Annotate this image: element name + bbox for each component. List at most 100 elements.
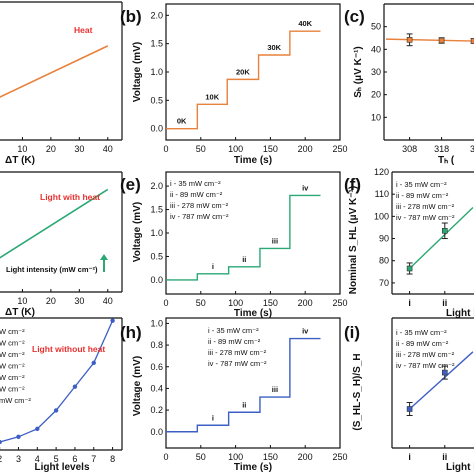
panel-g-point — [72, 384, 78, 389]
panel-d-xtick-label: 30 — [74, 296, 84, 306]
panel-d-series-line — [0, 188, 109, 259]
panel-g-axes — [0, 317, 123, 451]
panel-h-frame — [165, 317, 341, 449]
panel-g-point — [53, 408, 59, 413]
panel-i-legend-item: i - 35 mW cm⁻² — [396, 328, 447, 337]
panel-g-xtick-label: 6 — [72, 454, 77, 464]
panel-f-legend-item: i - 35 mW cm⁻² — [396, 180, 447, 189]
panel-b-xtick-label: 250 — [332, 144, 347, 154]
panel-e-ytick-label: 1.0 — [150, 228, 163, 238]
panel-a-xtick-label: 20 — [46, 144, 56, 154]
panel-e-legend-item: i - 35 mW cm⁻² — [170, 179, 221, 188]
panel-c-xtick-label: 318 — [434, 144, 449, 154]
panel-f-point — [441, 227, 448, 234]
panel-a-annotation: Heat — [74, 25, 93, 35]
panel-d-arrow-head — [100, 254, 108, 260]
panel-d-xtick-label: 10 — [17, 296, 27, 306]
panel-h-ytick-label: 1.0 — [150, 318, 163, 328]
panel-i-legend-item: ii - 89 mW cm⁻² — [396, 339, 449, 348]
panel-g-xtick-label: 8 — [110, 454, 115, 464]
panel-e-xlabel: Time (s) — [234, 308, 272, 319]
panel-b-xtick-label: 150 — [263, 144, 278, 154]
panel-c-fit-line — [385, 38, 474, 42]
panel-e-xtick-label: 150 — [263, 298, 278, 308]
panel-g-point — [0, 439, 2, 445]
panel-b-step-label: 40K — [298, 19, 312, 28]
panel-e-legend-item: iv - 787 mW cm⁻² — [170, 212, 229, 221]
panel-h-trace — [166, 337, 321, 433]
panel-e-ytick-label: 2.0 — [150, 181, 163, 191]
panel-c-point — [406, 37, 413, 43]
panel-h-step-label: i — [212, 413, 214, 422]
panel-a-xtick-label: 40 — [103, 144, 113, 154]
panel-e-legend-item: ii - 89 mW cm⁻² — [170, 190, 223, 199]
panel-g-xtick-label: 5 — [54, 454, 59, 464]
panel-h-legend-item: iv - 787 mW cm⁻² — [208, 359, 267, 368]
panel-f-xtick-label: ii — [442, 298, 447, 308]
panel-d-xtick-label: 40 — [103, 296, 113, 306]
panel-i-legend-item: iv - 787 mW cm⁻² — [396, 361, 455, 370]
panel-e-trace — [166, 194, 321, 281]
panel-c-ylabel: Sₕ (μV K⁻¹) — [353, 46, 364, 98]
panel-b-frame — [165, 3, 341, 141]
panel-f-ytick-label: 70 — [379, 278, 389, 288]
panel-e-xtick-label: 250 — [332, 298, 347, 308]
panel-d-axes — [0, 171, 123, 293]
panel-b-ytick-label: 0.5 — [150, 95, 163, 105]
panel-e-ylabel: Voltage (mV) — [132, 202, 143, 262]
panel-e-xtick-label: 50 — [196, 298, 206, 308]
panel-i-ylabel: (S_HL-S_H)/S_H — [352, 353, 363, 430]
panel-i-fit-line — [409, 351, 474, 410]
panel-h-ylabel: Voltage (mV) — [132, 356, 143, 416]
panel-g-xtick-label: 3 — [16, 454, 21, 464]
panel-d-xlabel: ΔT (K) — [5, 307, 35, 318]
panel-e-step-label: iii — [272, 236, 278, 245]
panel-g-point — [110, 318, 115, 323]
panel-g-legend-item: mW cm⁻² — [0, 396, 31, 405]
panel-b-ylabel: Voltage (mV) — [132, 42, 143, 102]
panel-h-legend-item: i - 35 mW cm⁻² — [208, 326, 259, 335]
panel-h-ytick-label: 0.4 — [150, 383, 163, 393]
panel-label-h: (h) — [120, 323, 142, 342]
panel-h-step-label: iv — [302, 327, 309, 336]
panel-f-ytick-label: 110 — [375, 189, 389, 199]
panel-b-trace — [166, 30, 321, 130]
panel-f-xlabel: Light l — [446, 308, 474, 319]
panel-f-axes — [391, 171, 474, 295]
panel-f-fit-line — [409, 206, 474, 269]
panel-i-xlabel: Light l — [446, 462, 474, 473]
panel-f-ytick-label: 80 — [379, 256, 389, 266]
panel-g-legend-item: W cm⁻² — [0, 327, 25, 336]
panel-g-xtick-label: 7 — [91, 454, 96, 464]
panel-label-i: (i) — [344, 323, 360, 342]
panel-e-step-label: ii — [242, 255, 246, 264]
panel-e-ytick-label: 0.5 — [150, 251, 163, 261]
panel-b-xtick-label: 100 — [228, 144, 243, 154]
panel-h-ytick-label: 0.0 — [150, 427, 163, 437]
panel-i-xtick-label: i — [408, 452, 411, 462]
panel-h-step-label: iii — [272, 385, 278, 394]
panel-g-xtick-label: 2 — [0, 454, 2, 464]
panel-c-point — [438, 37, 445, 44]
panel-a-xlabel: ΔT (K) — [5, 155, 35, 166]
panel-b-step-label: 0K — [177, 117, 187, 126]
panel-b-ytick-label: 0.0 — [150, 124, 163, 134]
panel-h-xtick-label: 100 — [228, 452, 243, 462]
panel-f-ytick-label: 100 — [374, 211, 389, 221]
panel-h-xtick-label: 200 — [298, 452, 313, 462]
panel-f-legend-item: iii - 278 mW cm⁻² — [396, 202, 455, 211]
panel-e-ytick-label: 0.0 — [150, 275, 163, 285]
panel-e-step-label: i — [212, 262, 214, 271]
panel-h-ytick-label: 0.2 — [150, 405, 163, 415]
panel-i-point — [441, 369, 448, 376]
panel-c-ytick-label: 40 — [371, 44, 381, 54]
panel-g-point — [16, 434, 21, 439]
panel-h-xtick-label: 250 — [332, 452, 347, 462]
panel-b-xlabel: Time (s) — [234, 155, 272, 166]
panel-c-ytick-label: 50 — [371, 22, 381, 32]
panel-b-step-label: 30K — [267, 43, 281, 52]
panel-f-ytick-label: 120 — [374, 167, 389, 177]
panel-h-step-label: ii — [242, 400, 246, 409]
panel-h-legend-item: ii - 89 mW cm⁻² — [208, 337, 261, 346]
